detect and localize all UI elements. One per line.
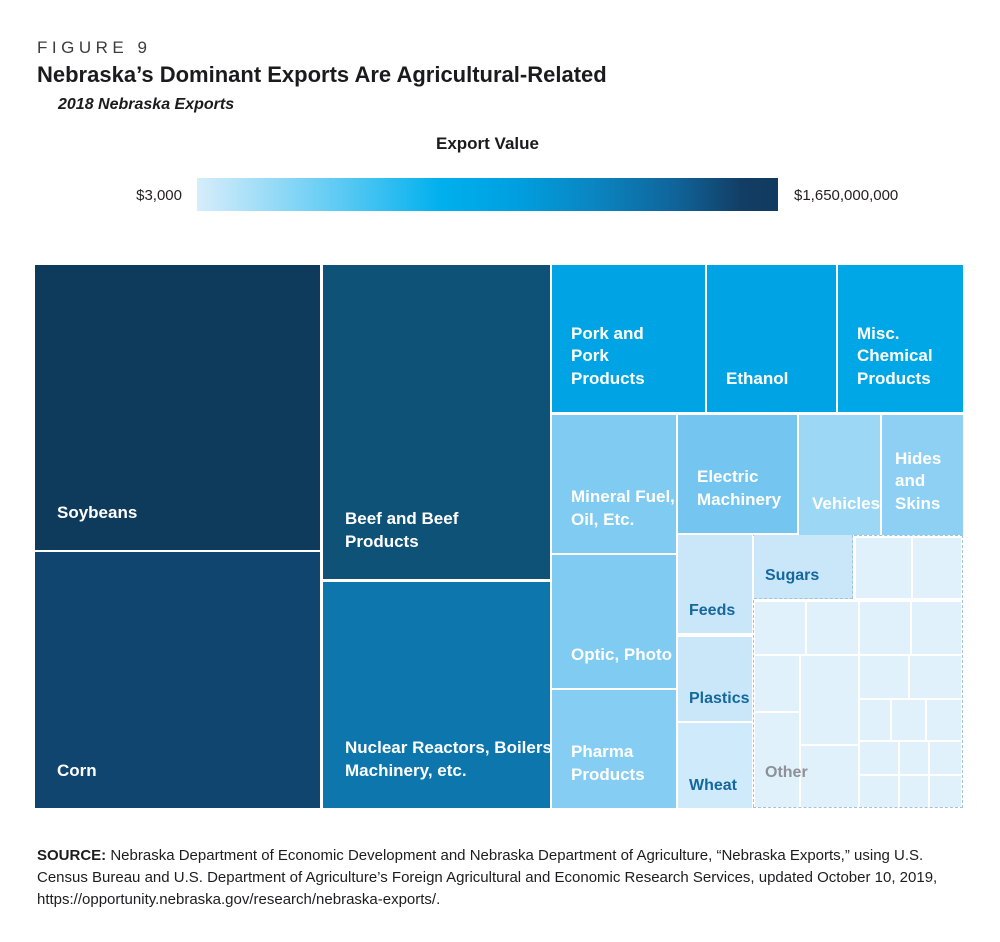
treemap-cell-label: Misc. Chemical Products: [857, 323, 933, 388]
treemap-cell-vehicles: Vehicles: [799, 415, 880, 535]
treemap-cell-pharma: Pharma Products: [552, 690, 676, 808]
other-mosaic-cell: [801, 656, 858, 744]
treemap-cell-plastics: Plastics: [678, 637, 752, 721]
treemap-cell-label: Plastics: [689, 689, 750, 707]
treemap-cell-label: Optic, Photo: [571, 644, 673, 664]
source-text: Nebraska Department of Economic Developm…: [37, 847, 938, 909]
other-mosaic-cell: [860, 776, 898, 807]
legend-gradient-bar: [197, 178, 778, 211]
other-mosaic-cell: [860, 602, 910, 654]
treemap-cell-label: Beef and Beef Products: [345, 509, 459, 551]
other-mosaic-cell: [892, 700, 925, 740]
other-mosaic-cell: [856, 538, 911, 598]
figure-number: FIGURE 9: [37, 38, 152, 57]
treemap-cell-label: Corn: [57, 760, 97, 780]
treemap-cell-label: Electric Machinery: [697, 467, 782, 509]
treemap-cell-nuclear: Nuclear Reactors, Boilers, Machinery, etc…: [323, 582, 557, 808]
other-mosaic-cell: [755, 602, 805, 654]
treemap-cell-label: Vehicles: [812, 493, 881, 513]
treemap: Other Soybeans Corn Beef and Beef Products N…: [35, 265, 963, 808]
other-mosaic-cell: [900, 742, 928, 774]
treemap-cell-sugars: Sugars: [754, 535, 853, 599]
legend-max-label: $1,650,000,000: [794, 187, 899, 204]
treemap-cell-pork: Pork and Pork Products: [552, 265, 705, 412]
other-mosaic-cell: [755, 713, 799, 807]
treemap-cell-label-other: Other: [765, 764, 808, 781]
treemap-cell-label: Sugars: [765, 566, 820, 584]
other-mosaic-cell: [900, 776, 928, 807]
other-mosaic-cell: [930, 776, 961, 807]
treemap-cell-label: Hides and Skins: [895, 448, 942, 513]
other-mosaic-cell: [913, 538, 961, 598]
treemap-cell-mineral-fuel: Mineral Fuel, Oil, Etc.: [552, 415, 676, 553]
treemap-cell-misc-chemical: Misc. Chemical Products: [838, 265, 963, 412]
treemap-cell-electric-machinery: Electric Machinery: [678, 415, 797, 533]
other-mosaic-cell: [801, 746, 858, 807]
treemap-cell-label: Pork and Pork Products: [571, 323, 645, 388]
other-region-dashed-border: [753, 600, 754, 807]
treemap-cell-ethanol: Ethanol: [707, 265, 836, 412]
treemap-cell-corn: Corn: [35, 552, 320, 808]
treemap-cell-feeds: Feeds: [678, 535, 752, 633]
other-mosaic-cell: [927, 700, 961, 740]
legend-min-label: $3,000: [136, 187, 182, 204]
treemap-other-region: Other: [753, 535, 963, 808]
source-prefix: SOURCE:: [37, 847, 107, 864]
figure-subtitle: 2018 Nebraska Exports: [58, 96, 235, 113]
treemap-cell-label: Ethanol: [726, 368, 789, 388]
treemap-cell-label: Soybeans: [57, 502, 138, 522]
other-mosaic-cell: [860, 700, 890, 740]
treemap-cell-beef: Beef and Beef Products: [323, 265, 550, 579]
treemap-cell-label: Wheat: [689, 776, 737, 794]
other-mosaic-cell: [755, 656, 799, 711]
other-mosaic-cell: [860, 656, 908, 698]
treemap-cell-wheat: Wheat: [678, 723, 752, 808]
treemap-cell-label: Mineral Fuel, Oil, Etc.: [571, 487, 675, 529]
other-mosaic-cell: [807, 602, 858, 654]
treemap-cell-label: Nuclear Reactors, Boilers, Machinery, etc…: [345, 738, 557, 780]
treemap-cell-hides-skins: Hides and Skins: [882, 415, 963, 535]
treemap-cell-soybeans: Soybeans: [35, 265, 320, 550]
treemap-cell-label: Pharma Products: [571, 742, 645, 784]
figure-title: Nebraska’s Dominant Exports Are Agricult…: [37, 62, 607, 87]
other-mosaic-cell: [930, 742, 961, 774]
other-mosaic-cell: [860, 742, 898, 774]
other-mosaic-cell: [912, 602, 961, 654]
treemap-cell-label: Feeds: [689, 601, 736, 619]
legend-title: Export Value: [436, 134, 539, 153]
other-mosaic-cell: [910, 656, 961, 698]
treemap-cell-optic-photo: Optic, Photo: [552, 555, 676, 688]
source-note: SOURCE: Nebraska Department of Economic …: [37, 845, 967, 911]
